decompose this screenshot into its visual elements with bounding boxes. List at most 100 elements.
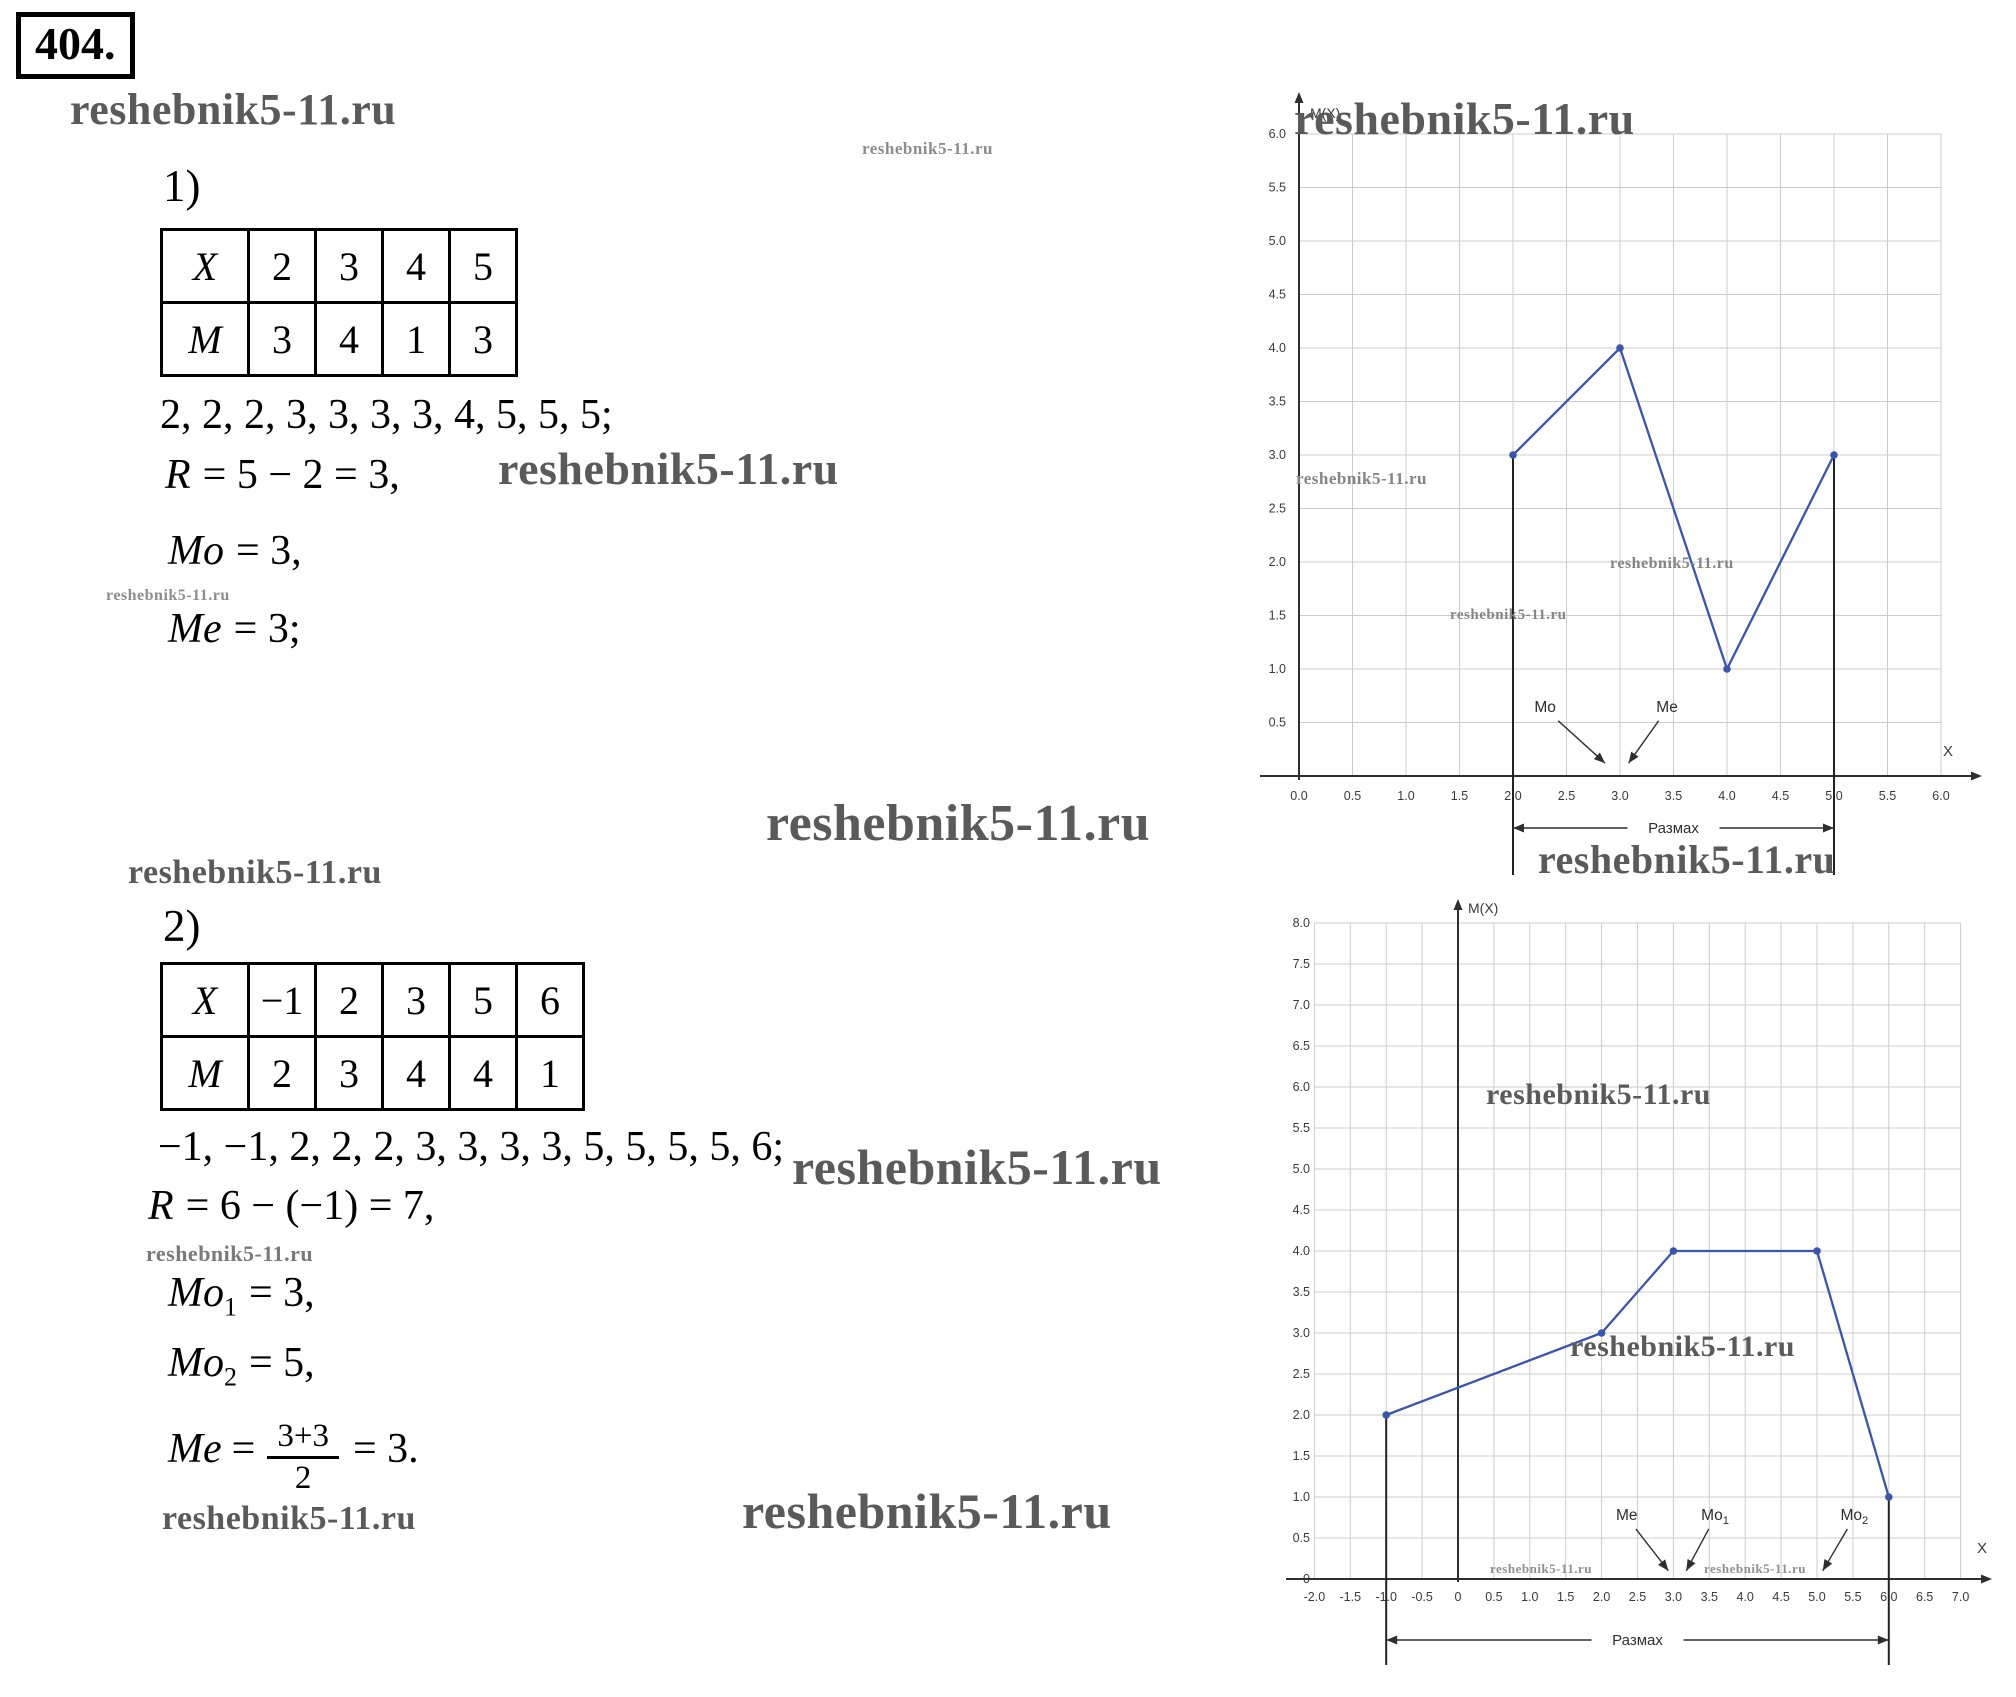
x-tick-label: 0 [1455, 1590, 1462, 1604]
table-header-cell: X [160, 962, 250, 1038]
fraction-numerator: 3+3 [277, 1418, 329, 1454]
table-value-cell: 2 [247, 228, 317, 304]
watermark: reshebnik5-11.ru [1486, 1078, 1711, 1111]
y-tick-label: 5.5 [1269, 181, 1286, 195]
x-tick-label: 2.5 [1629, 1590, 1646, 1604]
table-value-cell: 6 [515, 962, 585, 1038]
x-tick-label: 7.0 [1952, 1590, 1969, 1604]
fraction: 3+3 2 [267, 1418, 339, 1499]
data-point [1723, 665, 1731, 673]
y-tick-label: 6.5 [1293, 1039, 1310, 1053]
table-value-cell: 1 [381, 301, 451, 377]
x-tick-label: 3.5 [1665, 789, 1682, 803]
annotation-label: Mo2 [1840, 1507, 1868, 1527]
part2-mode2-formula: Mo2 = 5, [168, 1340, 315, 1390]
annotation-label: Mo [1534, 699, 1556, 716]
x-tick-label: -0.5 [1411, 1590, 1433, 1604]
table-value-cell: 3 [314, 1035, 384, 1111]
x-tick-label: 4.5 [1772, 1590, 1789, 1604]
table-value-cell: 3 [448, 301, 518, 377]
arrowhead [1294, 92, 1304, 103]
data-point [1509, 451, 1517, 459]
watermark: reshebnik5-11.ru [70, 85, 397, 134]
part1-label: 1) [163, 161, 201, 211]
equals-sign: = [231, 1425, 256, 1472]
y-tick-label: 5.0 [1269, 234, 1286, 248]
y-tick-label: 1.5 [1269, 609, 1286, 623]
x-axis-label: X [1943, 743, 1953, 760]
x-tick-label: 3.5 [1701, 1590, 1718, 1604]
y-tick-label: 0.5 [1293, 1531, 1310, 1545]
y-tick-label: 3.5 [1269, 395, 1286, 409]
mode1-subscript: 1 [224, 1292, 237, 1322]
arrowhead [1513, 823, 1524, 833]
arrowhead [1823, 823, 1834, 833]
table-header-cell: M [160, 1035, 250, 1111]
range-value: = 6 − (−1) = 7, [185, 1183, 435, 1229]
x-tick-label: 0.0 [1290, 789, 1307, 803]
y-tick-label: 1.0 [1269, 662, 1286, 676]
y-tick-label: 7.0 [1293, 998, 1310, 1012]
x-axis-label: X [1977, 1540, 1987, 1557]
watermark: reshebnik5-11.ru [146, 1241, 314, 1266]
watermark: reshebnik5-11.ru [766, 795, 1151, 852]
median-value: = 3. [352, 1425, 419, 1472]
y-axis-label: M(X) [1468, 900, 1498, 916]
y-tick-label: 4.5 [1293, 1203, 1310, 1217]
x-tick-label: -2.0 [1304, 1590, 1326, 1604]
table-value-cell: 4 [314, 301, 384, 377]
data-point [1669, 1247, 1678, 1255]
x-tick-label: -1.5 [1340, 1590, 1362, 1604]
range-label: Размах [1612, 1632, 1663, 1649]
arrowhead [1877, 1635, 1889, 1645]
frequency-polygon-chart-2: M(X)X-2.0-1.5-1.0-0.500.51.01.52.02.53.0… [1286, 899, 1992, 1665]
mode-value: = 3, [236, 528, 302, 574]
table-header-cell: M [160, 301, 250, 377]
watermark: reshebnik5-11.ru [128, 854, 382, 891]
x-tick-label: 1.5 [1557, 1590, 1574, 1604]
y-tick-label: 3.5 [1293, 1285, 1310, 1299]
table-value-cell: 2 [314, 962, 384, 1038]
mode1-symbol: Mo [168, 1270, 224, 1316]
median-symbol: Me [168, 1425, 222, 1472]
watermark: reshebnik5-11.ru [1450, 607, 1567, 623]
arrowhead [1981, 1574, 1992, 1584]
data-point [1813, 1247, 1821, 1255]
annotation-label: Mo1 [1701, 1507, 1729, 1527]
arrowhead [1453, 899, 1463, 910]
annotation-label: Me [1616, 1507, 1638, 1524]
mode2-symbol: Mo [168, 1340, 224, 1386]
table-header-cell: X [160, 228, 250, 304]
watermark: reshebnik5-11.ru [792, 1139, 1162, 1195]
arrowhead [1386, 1635, 1398, 1645]
annotation-label: Me [1656, 699, 1678, 716]
x-tick-label: 2.0 [1593, 1590, 1610, 1604]
table-value-cell: −1 [247, 962, 317, 1038]
watermark: reshebnik5-11.ru [1610, 555, 1734, 572]
range-symbol: R [148, 1183, 174, 1229]
watermark: reshebnik5-11.ru [1704, 1561, 1807, 1576]
y-tick-label: 1.5 [1293, 1449, 1310, 1463]
range-symbol: R [165, 452, 191, 498]
x-tick-label: 0.5 [1485, 1590, 1502, 1604]
y-tick-label: 4.0 [1269, 341, 1286, 355]
part2-sequence: −1, −1, 2, 2, 2, 3, 3, 3, 3, 5, 5, 5, 5,… [158, 1124, 785, 1170]
x-tick-label: 6.5 [1916, 1590, 1933, 1604]
part2-label: 2) [163, 901, 201, 951]
part1-range-formula: R = 5 − 2 = 3, [165, 452, 400, 498]
watermark: reshebnik5-11.ru [1296, 469, 1427, 488]
data-point [1616, 344, 1624, 352]
watermark: reshebnik5-11.ru [1490, 1561, 1593, 1576]
table-value-cell: 4 [381, 228, 451, 304]
x-tick-label: 1.0 [1397, 789, 1414, 803]
watermark: reshebnik5-11.ru [742, 1483, 1112, 1539]
table-value-cell: 5 [448, 962, 518, 1038]
arrowhead [1628, 751, 1639, 764]
median-symbol: Me [168, 606, 222, 652]
y-tick-label: 4.5 [1269, 288, 1286, 302]
watermark: reshebnik5-11.ru [498, 443, 839, 494]
